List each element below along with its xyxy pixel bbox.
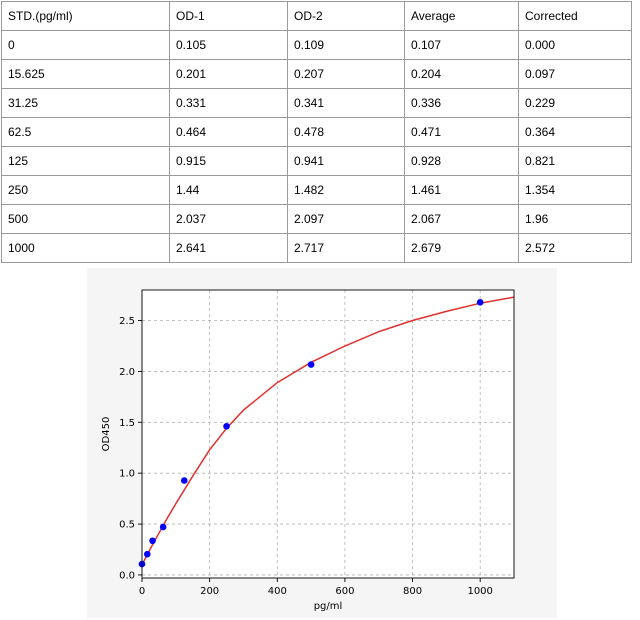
table-cell: 0.336 bbox=[404, 88, 519, 118]
fit-curve-line bbox=[141, 296, 515, 566]
table-cell: 1.96 bbox=[518, 204, 632, 234]
table-cell: 1.44 bbox=[169, 175, 288, 205]
table-cell: 0.341 bbox=[287, 88, 405, 118]
y-tick-label: 0.0 bbox=[119, 570, 135, 581]
table-cell: 0.201 bbox=[169, 59, 288, 89]
column-header: OD-1 bbox=[169, 1, 288, 31]
table-row: 125 0.915 0.941 0.928 0.821 bbox=[1, 146, 632, 176]
plot-background bbox=[142, 290, 514, 578]
x-tick-label: 400 bbox=[268, 586, 287, 597]
data-point bbox=[476, 299, 484, 306]
table-cell: 0.105 bbox=[169, 30, 288, 60]
table-cell: 0.109 bbox=[287, 30, 405, 60]
data-point bbox=[223, 422, 230, 430]
table-cell: 0.097 bbox=[518, 59, 632, 89]
table-cell: 0.928 bbox=[404, 146, 519, 176]
x-tick-label: 600 bbox=[335, 586, 354, 597]
x-tick-label: 1000 bbox=[467, 586, 492, 597]
table-row: 1000 2.641 2.717 2.679 2.572 bbox=[1, 233, 632, 263]
y-tick-label: 1.0 bbox=[119, 469, 135, 480]
table-row: 62.5 0.464 0.478 0.471 0.364 bbox=[1, 117, 632, 147]
chart-svg: 0 200 400 600 800 1000 0.0 0.5 1.0 1.5 2.0 2.5 pg/ml… bbox=[87, 268, 557, 618]
y-tick-label: 0.5 bbox=[119, 520, 135, 531]
table-cell: 0.331 bbox=[169, 88, 288, 118]
standard-curve-chart: 0 200 400 600 800 1000 0.0 0.5 1.0 1.5 2.0 2.5 pg/ml… bbox=[87, 268, 557, 618]
table-cell: 31.25 bbox=[1, 88, 170, 118]
table-cell: 0.364 bbox=[518, 117, 632, 147]
table-cell: 15.625 bbox=[1, 59, 170, 89]
x-tick-label: 200 bbox=[200, 586, 219, 597]
table-cell: 2.641 bbox=[169, 233, 288, 263]
table-row: 15.625 0.201 0.207 0.204 0.097 bbox=[1, 59, 632, 89]
table-header-row: STD.(pg/ml) OD-1 OD-2 Average Corrected bbox=[1, 1, 632, 31]
x-tick-label: 800 bbox=[403, 586, 422, 597]
table-cell: 0 bbox=[1, 30, 170, 60]
y-axis-label: OD450 bbox=[101, 417, 112, 452]
table-cell: 0.107 bbox=[404, 30, 519, 60]
standard-curve-table: STD.(pg/ml) OD-1 OD-2 Average Corrected 0 0.1… bbox=[1, 1, 632, 263]
table-cell: 500 bbox=[1, 204, 170, 234]
table-cell: 0.478 bbox=[287, 117, 405, 147]
table-body: 0 0.105 0.109 0.107 0.000 15.625 0.201 0.207 0.2… bbox=[1, 30, 632, 263]
table-cell: 125 bbox=[1, 146, 170, 176]
table-cell: 1.354 bbox=[518, 175, 632, 205]
table-cell: 62.5 bbox=[1, 117, 170, 147]
table-cell: 1000 bbox=[1, 233, 170, 263]
table-cell: 2.037 bbox=[169, 204, 288, 234]
data-point bbox=[149, 537, 156, 545]
x-axis-label: pg/ml bbox=[314, 601, 343, 612]
table-cell: 0.464 bbox=[169, 117, 288, 147]
table-cell: 0.821 bbox=[518, 146, 632, 176]
data-point bbox=[159, 523, 167, 531]
table-cell: 2.067 bbox=[404, 204, 519, 234]
plot-frame bbox=[141, 289, 515, 579]
column-header: Corrected bbox=[518, 1, 632, 31]
table-cell: 1.482 bbox=[287, 175, 405, 205]
y-tick-label: 2.5 bbox=[119, 316, 135, 327]
column-header: STD.(pg/ml) bbox=[1, 1, 170, 31]
table-cell: 0.471 bbox=[404, 117, 519, 147]
table-cell: 2.679 bbox=[404, 233, 519, 263]
table-cell: 2.572 bbox=[518, 233, 632, 263]
table-row: 250 1.44 1.482 1.461 1.354 bbox=[1, 175, 632, 205]
table-row: 500 2.037 2.097 2.067 1.96 bbox=[1, 204, 632, 234]
table-row: 31.25 0.331 0.341 0.336 0.229 bbox=[1, 88, 632, 118]
column-header: Average bbox=[404, 1, 519, 31]
data-point bbox=[143, 550, 151, 558]
table-cell: 0.204 bbox=[404, 59, 519, 89]
table-cell: 0.229 bbox=[518, 88, 632, 118]
table-cell: 1.461 bbox=[404, 175, 519, 205]
table-cell: 0.207 bbox=[287, 59, 405, 89]
table-cell: 2.097 bbox=[287, 204, 405, 234]
x-tick-label: 0 bbox=[139, 586, 145, 597]
table-cell: 2.717 bbox=[287, 233, 405, 263]
table-cell: 0.915 bbox=[169, 146, 288, 176]
column-header: OD-2 bbox=[287, 1, 405, 31]
data-point bbox=[307, 361, 315, 368]
y-tick-label: 1.5 bbox=[119, 418, 135, 429]
table-cell: 0.941 bbox=[287, 146, 405, 176]
table-cell: 250 bbox=[1, 175, 170, 205]
data-point bbox=[180, 477, 188, 484]
table-row: 0 0.105 0.109 0.107 0.000 bbox=[1, 30, 632, 60]
y-tick-label: 2.0 bbox=[119, 367, 135, 378]
table-cell: 0.000 bbox=[518, 30, 632, 60]
